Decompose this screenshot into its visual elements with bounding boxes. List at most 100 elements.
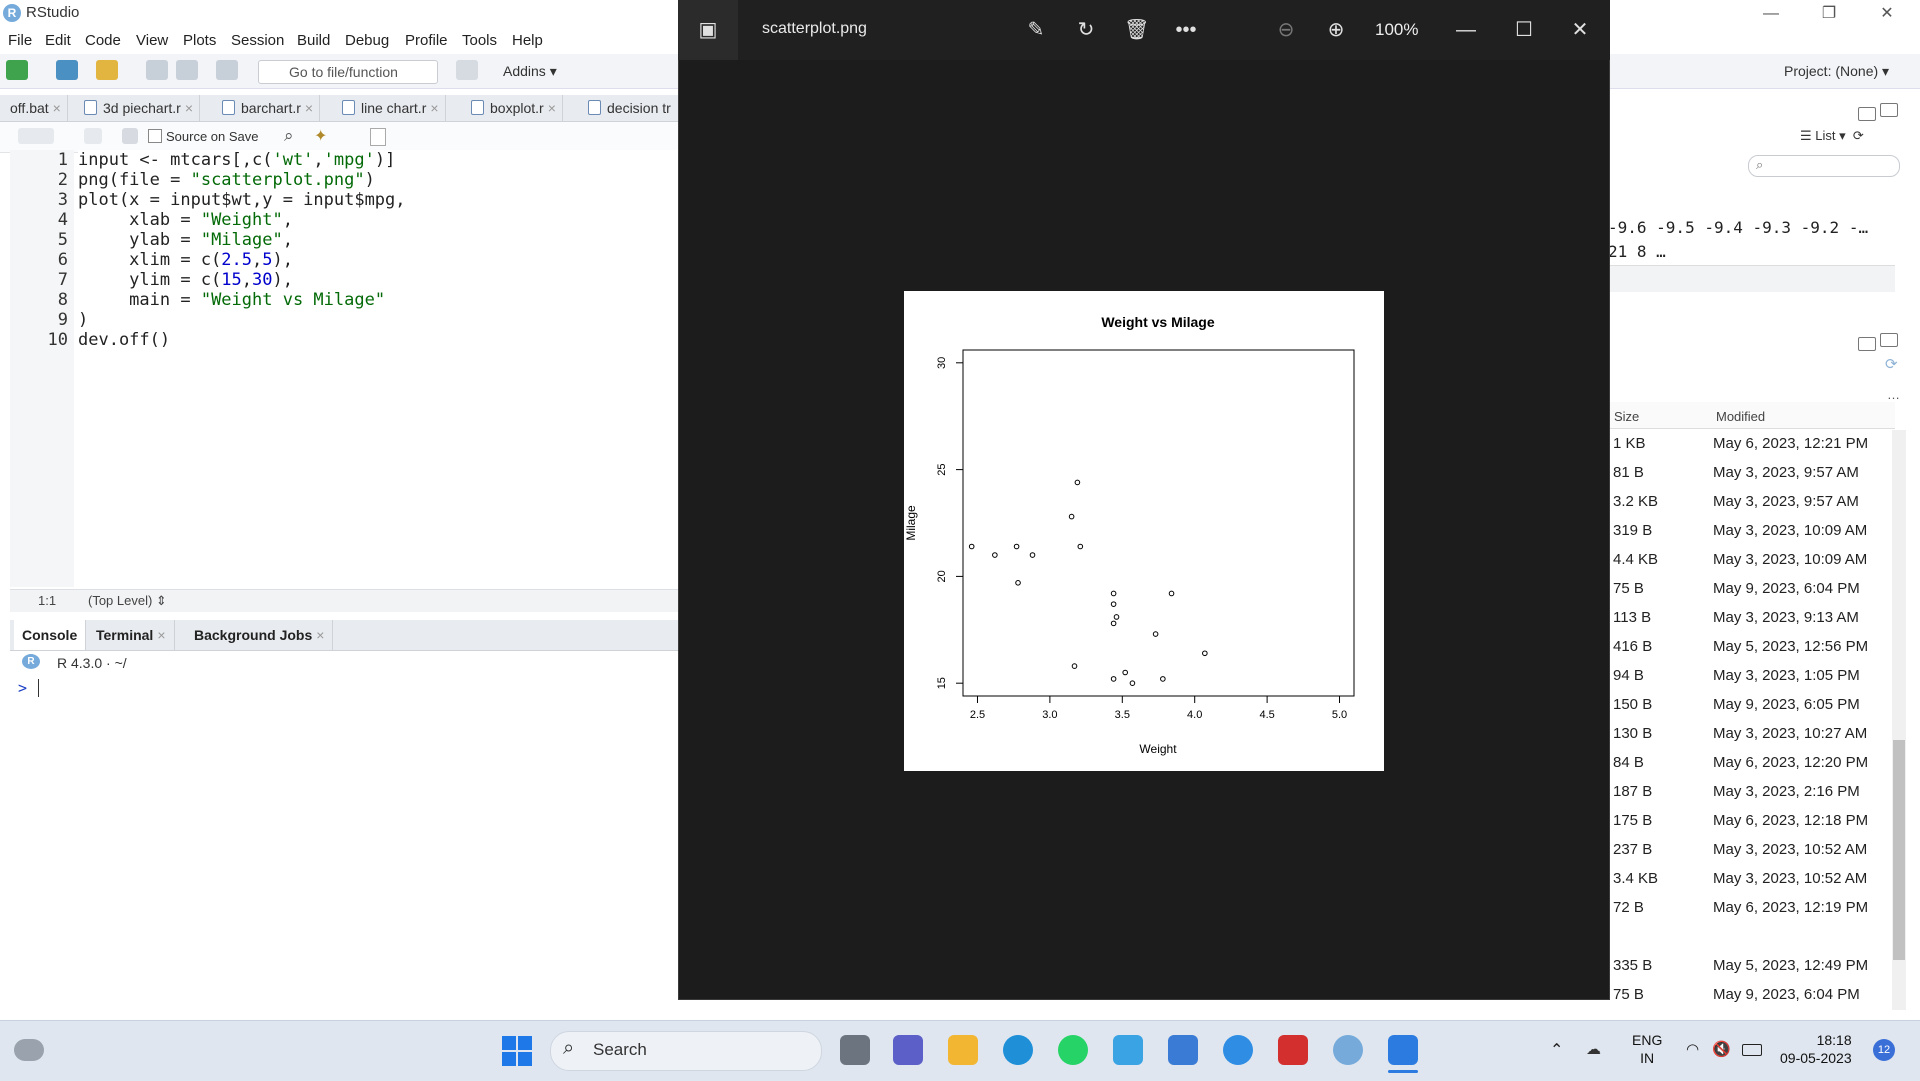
back-forward-icon[interactable]	[18, 128, 54, 144]
save-icon[interactable]	[122, 128, 138, 144]
file-row[interactable]: 237 B May 3, 2023, 10:52 AM	[1605, 836, 1895, 865]
viewer-close-button[interactable]: ✕	[1571, 19, 1589, 41]
close-tab-icon[interactable]: ×	[547, 100, 556, 116]
magic-wand-icon[interactable]: ✦	[314, 128, 328, 145]
new-file-icon[interactable]	[6, 60, 28, 80]
file-row[interactable]: 113 B May 3, 2023, 9:13 AM	[1605, 604, 1895, 633]
checkbox-icon[interactable]	[148, 129, 162, 143]
teams-icon[interactable]	[893, 1035, 923, 1065]
notification-badge[interactable]: 12	[1873, 1039, 1895, 1061]
file-row[interactable]: 94 B May 3, 2023, 1:05 PM	[1605, 662, 1895, 691]
maximize-pane-icon[interactable]	[1880, 333, 1898, 347]
close-tab-icon[interactable]: ×	[304, 100, 314, 116]
tab-background-jobs[interactable]: Background Jobs ×	[186, 620, 334, 650]
environment-search-input[interactable]: ⌕	[1748, 155, 1900, 177]
zoom-in-icon[interactable]: ⊕	[1327, 19, 1345, 41]
rotate-icon[interactable]: ↻	[1077, 19, 1095, 41]
file-row[interactable]: 75 B May 9, 2023, 6:04 PM	[1605, 981, 1895, 1010]
battery-icon[interactable]	[1742, 1044, 1762, 1056]
tab-terminal[interactable]: Terminal ×	[88, 620, 175, 650]
restore-button[interactable]: ❐	[1821, 5, 1837, 22]
maximize-pane-icon[interactable]	[1880, 103, 1898, 117]
edge-icon[interactable]	[1003, 1035, 1033, 1065]
scope-selector[interactable]: (Top Level) ⇕	[88, 593, 167, 608]
close-tab-icon[interactable]: ×	[316, 627, 325, 643]
file-row[interactable]: 335 B May 5, 2023, 12:49 PM	[1605, 952, 1895, 981]
menu-profile[interactable]: Profile	[405, 32, 448, 49]
viewer-minimize-button[interactable]: —	[1456, 19, 1476, 41]
minimize-pane-icon[interactable]	[1858, 337, 1876, 351]
menu-build[interactable]: Build	[297, 32, 331, 49]
search-icon[interactable]: ⌕	[284, 126, 294, 145]
myhp-icon[interactable]	[1168, 1035, 1198, 1065]
r-app-icon[interactable]	[1333, 1035, 1363, 1065]
viewer-maximize-button[interactable]: ☐	[1515, 19, 1533, 41]
delete-icon[interactable]: 🗑	[1124, 19, 1150, 41]
file-row[interactable]: 150 B May 9, 2023, 6:05 PM	[1605, 691, 1895, 720]
onedrive-icon[interactable]: ☁	[1586, 1041, 1601, 1058]
goto-file-input[interactable]: Go to file/function	[258, 60, 438, 84]
taskbar-search[interactable]: ⌕	[550, 1031, 822, 1071]
more-options-icon[interactable]: …	[1887, 387, 1900, 402]
file-row[interactable]: 75 B May 9, 2023, 6:04 PM	[1605, 575, 1895, 604]
pane-splitter[interactable]	[1605, 265, 1895, 292]
chevron-up-icon[interactable]: ⌃	[1550, 1042, 1564, 1059]
tab-3d-piechart[interactable]: 3d piechart.r ×	[78, 95, 201, 121]
file-row[interactable]: 319 B May 3, 2023, 10:09 AM	[1605, 517, 1895, 546]
zoom-level[interactable]: 100%	[1375, 20, 1419, 39]
tab-console[interactable]: Console	[14, 620, 87, 650]
show-in-window-icon[interactable]	[84, 128, 102, 144]
tab-decision-tree[interactable]: decision tr	[582, 95, 677, 121]
menu-session[interactable]: Session	[231, 32, 285, 49]
edit-image-icon[interactable]: ✎	[1027, 19, 1045, 41]
file-row[interactable]: 4.4 KB May 3, 2023, 10:09 AM	[1605, 546, 1895, 575]
task-view-icon[interactable]	[840, 1035, 870, 1065]
column-size-header[interactable]: Size	[1614, 409, 1640, 424]
close-tab-icon[interactable]: ×	[184, 100, 194, 116]
menu-tools[interactable]: Tools	[462, 32, 498, 49]
column-modified-header[interactable]: Modified	[1716, 409, 1766, 424]
file-row[interactable]: 187 B May 3, 2023, 2:16 PM	[1605, 778, 1895, 807]
clock[interactable]: 18:18 09-05-2023	[1780, 1031, 1852, 1067]
compile-report-icon[interactable]	[370, 128, 386, 146]
new-project-icon[interactable]	[56, 60, 78, 80]
source-on-save-checkbox[interactable]: Source on Save	[148, 129, 259, 144]
open-file-icon[interactable]	[96, 60, 118, 80]
file-row[interactable]: 84 B May 6, 2023, 12:20 PM	[1605, 749, 1895, 778]
menu-view[interactable]: View	[136, 32, 169, 49]
speaker-muted-icon[interactable]: 🔇	[1712, 1041, 1731, 1058]
whatsapp-icon[interactable]	[1058, 1035, 1088, 1065]
tab-barchart[interactable]: barchart.r ×	[216, 95, 321, 121]
file-row[interactable]: 72 B May 6, 2023, 12:19 PM	[1605, 894, 1895, 923]
file-row[interactable]: 3.2 KB May 3, 2023, 9:57 AM	[1605, 488, 1895, 517]
console-input[interactable]: >	[10, 675, 680, 1020]
close-tab-icon[interactable]: ×	[52, 100, 61, 116]
addins-menu[interactable]: Addins ▾	[503, 63, 557, 79]
file-row[interactable]: 416 B May 5, 2023, 12:56 PM	[1605, 633, 1895, 662]
file-row[interactable]: 130 B May 3, 2023, 10:27 AM	[1605, 720, 1895, 749]
tab-off-bat[interactable]: off.bat ×	[4, 95, 68, 121]
minimize-pane-icon[interactable]	[1858, 107, 1876, 121]
file-row[interactable]: 81 B May 3, 2023, 9:57 AM	[1605, 459, 1895, 488]
mcafee-icon[interactable]	[1278, 1035, 1308, 1065]
menu-debug[interactable]: Debug	[345, 32, 390, 49]
file-row[interactable]: 1 KB May 6, 2023, 12:21 PM	[1605, 430, 1895, 459]
more-icon[interactable]: •••	[1175, 19, 1197, 41]
workspace-panes-icon[interactable]	[456, 60, 478, 80]
project-menu[interactable]: Project: (None) ▾	[1784, 63, 1890, 79]
menu-edit[interactable]: Edit	[45, 32, 71, 49]
menu-code[interactable]: Code	[85, 32, 121, 49]
scrollbar-thumb[interactable]	[1893, 740, 1905, 960]
code-editor[interactable]: input <- mtcars[,c('wt','mpg')] png(file…	[78, 150, 678, 587]
weather-icon[interactable]	[14, 1039, 44, 1061]
tab-boxplot[interactable]: boxplot.r ×	[465, 95, 563, 121]
photos-icon[interactable]	[1388, 1035, 1418, 1065]
file-row[interactable]: 175 B May 6, 2023, 12:18 PM	[1605, 807, 1895, 836]
close-tab-icon[interactable]: ×	[430, 100, 439, 116]
viewer-gallery-button[interactable]: ▣	[678, 0, 738, 60]
close-tab-icon[interactable]: ×	[157, 627, 166, 643]
menu-help[interactable]: Help	[512, 32, 543, 49]
save-all-icon[interactable]	[176, 60, 198, 80]
start-icon[interactable]	[502, 1036, 532, 1066]
view-mode-dropdown[interactable]: ☰ List ▾ ⟳	[1800, 128, 1864, 143]
